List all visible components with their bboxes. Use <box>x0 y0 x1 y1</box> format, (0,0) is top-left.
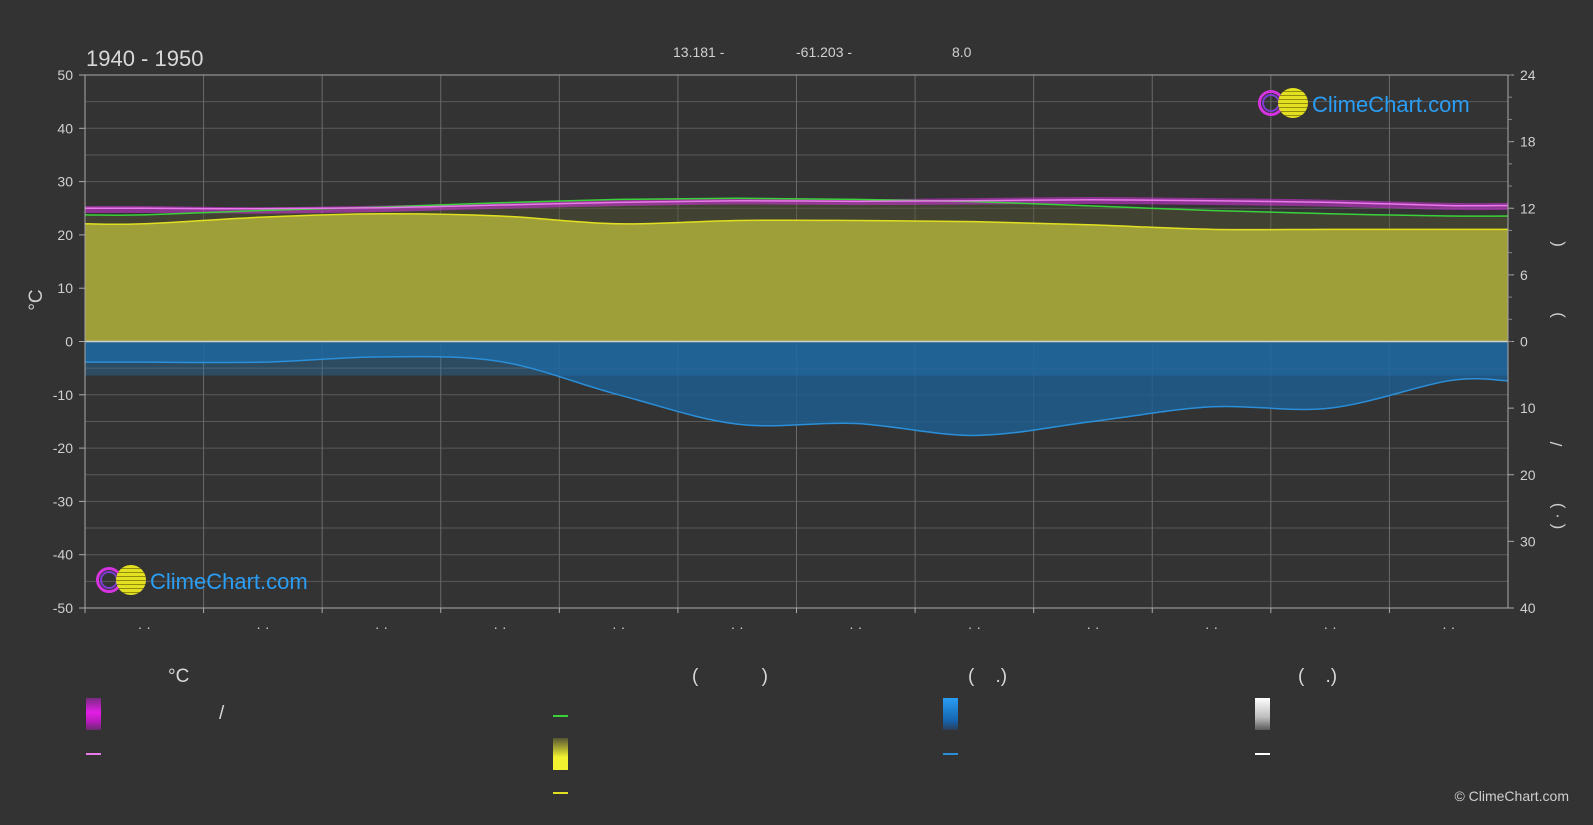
precip-area <box>85 341 1508 436</box>
legend-head-sun: ( ) <box>692 666 768 687</box>
y-tick-label-left: 50 <box>57 67 73 83</box>
x-tick-label: · · <box>1086 619 1099 635</box>
legend-head-snow: ( .) <box>1298 666 1338 687</box>
y-tick-label-left: 10 <box>57 280 73 296</box>
legend-swatch-snow <box>1255 698 1270 730</box>
legend-head-rain: ( .) <box>968 666 1008 687</box>
logo-icon <box>1258 88 1308 122</box>
x-tick-label: · · <box>256 619 269 635</box>
x-tick-label: · · <box>493 619 506 635</box>
legend-swatch-daylight <box>553 715 568 717</box>
legend-swatch-snow-line <box>1255 753 1270 755</box>
y-tick-label-right-bottom: 40 <box>1520 600 1536 616</box>
y-tick-label-left: -30 <box>53 493 73 509</box>
y-tick-label-left: -50 <box>53 600 73 616</box>
y-tick-label-left: -40 <box>53 547 73 563</box>
y-tick-label-right-top: 18 <box>1520 134 1536 150</box>
y-tick-label-left: 40 <box>57 120 73 136</box>
y-tick-label-left: 30 <box>57 174 73 190</box>
sunshine-line <box>84 213 1508 231</box>
y-tick-label-right-top: 0 <box>1520 334 1528 350</box>
logo-icon <box>96 565 146 599</box>
longitude-readout: -61.203 - <box>796 44 853 60</box>
legend-swatch-rain <box>943 698 958 730</box>
copyright: © ClimeChart.com <box>1454 788 1569 804</box>
x-tick-label: · · <box>849 619 862 635</box>
legend-slash: / <box>219 703 225 724</box>
y-tick-label-right-bottom: 30 <box>1520 533 1536 549</box>
y-tick-label-right-top: 24 <box>1520 67 1536 83</box>
x-tick-label: · · <box>138 619 151 635</box>
logo-top[interactable]: ClimeChart.com <box>1258 88 1470 122</box>
chart-title: 1940 - 1950 <box>86 46 204 71</box>
legend-swatch-precip-line <box>943 753 958 755</box>
legend-swatch-mean-temp <box>86 753 101 755</box>
x-tick-label: · · <box>1324 619 1337 635</box>
temp-range-band <box>85 197 1508 214</box>
y-tick-label-right-bottom: 10 <box>1520 400 1536 416</box>
y-axis-label-right: ) <box>1547 312 1566 318</box>
y-axis-label: °C <box>26 289 47 310</box>
x-tick-label: · · <box>731 619 744 635</box>
precip-band <box>85 341 1508 376</box>
logo-text: ClimeChart.com <box>1312 92 1470 117</box>
y-tick-label-right-bottom: 20 <box>1520 467 1536 483</box>
daylight-line <box>84 197 1509 217</box>
y-tick-label-left: -20 <box>53 440 73 456</box>
logo-bottom[interactable]: ClimeChart.com <box>96 565 308 599</box>
y-tick-label-left: 0 <box>65 334 73 350</box>
legend-swatch-temp-range <box>86 698 101 730</box>
y-tick-label-right-top: 12 <box>1520 200 1536 216</box>
elevation-readout: 8.0 <box>952 44 972 60</box>
precip-line <box>84 355 1509 437</box>
mean-temp-line <box>84 198 1509 210</box>
y-axis-label-right: ( <box>1547 241 1566 247</box>
legend-swatch-sunshine-area <box>553 738 568 770</box>
latitude-readout: 13.181 - <box>673 44 725 60</box>
y-tick-label-left: -10 <box>53 387 73 403</box>
y-axis-label-right: ( · ) <box>1547 503 1566 529</box>
x-tick-label: · · <box>1205 619 1218 635</box>
x-tick-label: · · <box>1442 619 1455 635</box>
x-tick-label: · · <box>612 619 625 635</box>
legend-swatch-sunshine <box>553 792 568 794</box>
sunshine-area-overlay <box>85 213 1508 342</box>
y-tick-label-left: 20 <box>57 227 73 243</box>
legend-head-temperature: °C <box>168 666 190 687</box>
y-tick-label-right-top: 6 <box>1520 267 1528 283</box>
x-tick-label: · · <box>375 619 388 635</box>
y-axis-label-right: / <box>1547 441 1566 446</box>
logo-text: ClimeChart.com <box>150 569 308 594</box>
x-tick-label: · · <box>968 619 981 635</box>
